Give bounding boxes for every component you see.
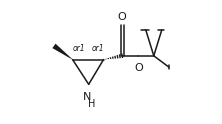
Text: O: O (134, 63, 143, 73)
Polygon shape (52, 44, 73, 60)
Text: N: N (83, 92, 92, 102)
Text: or1: or1 (73, 44, 86, 53)
Text: H: H (88, 99, 95, 109)
Text: O: O (118, 12, 127, 22)
Text: or1: or1 (92, 44, 104, 53)
